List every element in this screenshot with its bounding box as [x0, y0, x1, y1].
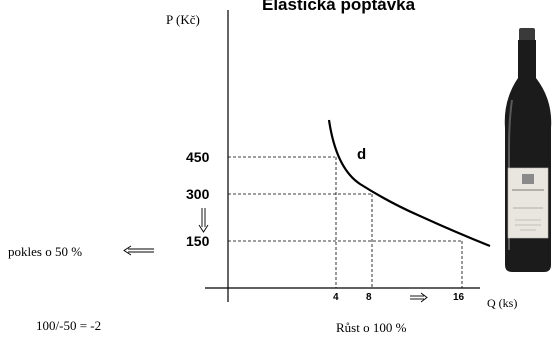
left-arrow-icon: [123, 245, 154, 256]
y-tick-150: 150: [186, 233, 210, 249]
x-tick-8: 8: [366, 292, 372, 303]
y-tick-450: 450: [186, 149, 210, 165]
diagram-title: Elastická poptávka: [262, 0, 416, 14]
curve-label: d: [357, 146, 367, 163]
price-drop-note: pokles o 50 %: [8, 244, 83, 259]
x-tick-16: 16: [453, 292, 465, 303]
elasticity-ratio: 100/-50 = -2: [36, 318, 102, 333]
y-axis-label: P (Kč): [166, 12, 200, 27]
wine-bottle-icon: [504, 28, 552, 272]
right-arrow-icon: [410, 292, 428, 303]
down-arrow-icon: [198, 208, 209, 233]
x-axis-label: Q (ks): [487, 296, 518, 310]
y-tick-300: 300: [186, 186, 210, 202]
guide-lines: [228, 156, 463, 288]
x-tick-4: 4: [333, 292, 339, 303]
quantity-growth-note: Růst o 100 %: [336, 320, 407, 335]
demand-curve: [327, 119, 491, 248]
